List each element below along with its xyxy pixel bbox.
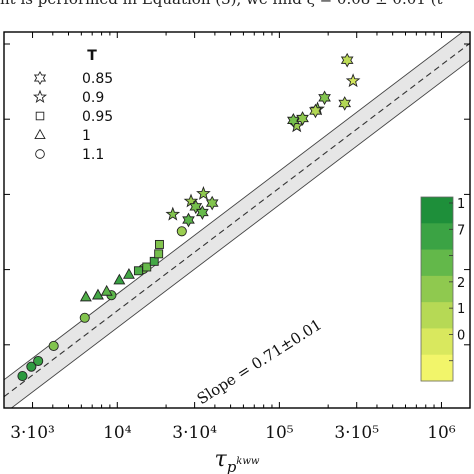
data-point-circle <box>48 340 59 352</box>
data-point-star5 <box>196 186 211 200</box>
data-point-star6 <box>338 96 352 111</box>
data-point-star6 <box>182 212 195 228</box>
colorbar-tick-label: 1 <box>457 302 465 317</box>
data-point-circle <box>79 312 90 323</box>
legend-label: 1.1 <box>82 147 104 163</box>
data-point-star6 <box>309 103 322 119</box>
colorbar-tick-label: 7 <box>457 223 465 238</box>
slope-annotation: Slope = 0.71±0.01 <box>194 315 325 408</box>
x-tick-label: 3·10⁴ <box>172 423 217 443</box>
data-point-star6 <box>318 90 331 106</box>
x-tick-label: 10⁵ <box>265 423 294 443</box>
colorbar-tick-label: 1 <box>457 197 465 212</box>
legend-marker-star5 <box>33 89 47 103</box>
data-point-circle <box>33 355 44 367</box>
legend-marker-square <box>35 111 45 121</box>
colorbar-segment <box>421 302 453 329</box>
data-point-triangle <box>92 288 104 300</box>
plot-frame <box>3 31 471 409</box>
legend-label: 0.85 <box>82 71 113 87</box>
colorbar-segment <box>421 354 453 382</box>
data-point-square <box>154 239 164 249</box>
colorbar-frame <box>420 196 454 382</box>
data-point-star5 <box>165 206 181 221</box>
data-point-star6 <box>340 52 354 68</box>
fit-line <box>4 42 470 398</box>
legend-title: T <box>87 48 97 64</box>
x-axis-label: τpkww <box>215 447 260 474</box>
x-tick-label: 3·10³ <box>10 423 55 443</box>
colorbar-segment <box>421 328 453 356</box>
data-point-triangle <box>122 267 135 279</box>
legend-label: 1 <box>82 128 91 144</box>
legend-marker-star6 <box>33 70 47 86</box>
legend-marker-circle <box>35 149 45 159</box>
x-tick-label: 10⁴ <box>103 423 132 443</box>
data-point-star6 <box>296 111 309 126</box>
legend-marker-triangle <box>34 128 46 140</box>
caption-fragment: nt is performed in Equation (3), we find… <box>0 0 474 14</box>
legend-label: 0.9 <box>82 90 104 106</box>
data-point-triangle <box>100 284 113 296</box>
colorbar-segment <box>421 197 453 224</box>
colorbar-segment <box>421 249 453 277</box>
data-point-star6 <box>189 199 203 215</box>
data-point-star6 <box>205 195 219 211</box>
data-point-star6 <box>196 205 209 220</box>
data-point-circle <box>26 361 37 372</box>
data-point-triangle <box>113 273 126 285</box>
x-tick-label: 3·10⁵ <box>334 423 379 443</box>
data-point-triangle <box>79 290 92 302</box>
data-point-circle <box>17 370 28 382</box>
data-point-square <box>133 266 143 276</box>
data-point-square <box>149 256 159 266</box>
colorbar-tick-label: 0 <box>457 328 465 343</box>
data-point-star5 <box>345 73 361 88</box>
data-point-circle <box>176 226 187 237</box>
data-point-square <box>154 249 164 259</box>
colorbar-segment <box>421 275 453 303</box>
colorbar-tick-label: 2 <box>457 276 465 291</box>
x-tick-label: 10⁶ <box>427 423 456 443</box>
data-point-square <box>142 262 152 272</box>
colorbar-segment <box>421 223 453 251</box>
legend-label: 0.95 <box>82 109 113 125</box>
